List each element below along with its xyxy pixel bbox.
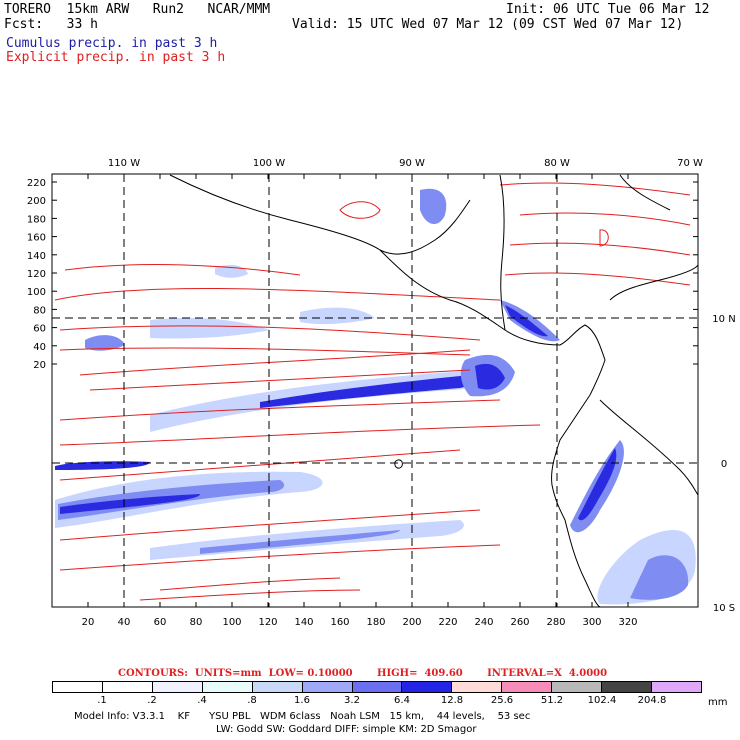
legend-label: .2 xyxy=(147,695,157,706)
legend-swatch xyxy=(252,682,303,692)
x-axis-label: 200 xyxy=(402,617,421,628)
legend-swatch xyxy=(302,682,353,692)
legend-label: 6.4 xyxy=(394,695,410,706)
legend-label: .1 xyxy=(97,695,107,706)
latlon-grid xyxy=(52,174,698,607)
legend-swatch xyxy=(452,682,503,692)
x-axis-label: 40 xyxy=(118,617,131,628)
legend-label: 51.2 xyxy=(540,695,564,706)
longitude-label: 100 W xyxy=(253,158,285,169)
y-axis-label: 120 xyxy=(27,269,46,280)
legend-swatch xyxy=(552,682,603,692)
x-axis-label: 320 xyxy=(618,617,637,628)
y-axis-label: 220 xyxy=(27,178,46,189)
x-axis-label: 240 xyxy=(474,617,493,628)
legend-swatch xyxy=(202,682,253,692)
forecast-hour: Fcst: 33 h xyxy=(4,17,98,32)
legend-swatch xyxy=(53,682,103,692)
legend-units: mm xyxy=(708,697,728,708)
y-axis-label: 180 xyxy=(27,214,46,225)
color-legend xyxy=(52,681,702,693)
y-axis-label: 60 xyxy=(33,324,46,335)
legend-label: 12.8 xyxy=(440,695,464,706)
legend-label: 25.6 xyxy=(490,695,514,706)
latitude-label: 0 xyxy=(721,459,727,470)
x-axis-label: 260 xyxy=(510,617,529,628)
x-axis-label: 300 xyxy=(582,617,601,628)
legend-label: .4 xyxy=(197,695,207,706)
latitude-label: 10 S xyxy=(713,603,735,614)
legend-swatch xyxy=(102,682,153,692)
legend-swatch xyxy=(152,682,203,692)
legend-label: 204.8 xyxy=(637,695,667,706)
latitude-label: 10 N xyxy=(712,314,735,325)
longitude-label: 80 W xyxy=(544,158,570,169)
y-axis-label: 100 xyxy=(27,287,46,298)
x-axis-label: 60 xyxy=(154,617,167,628)
legend-label: .8 xyxy=(247,695,257,706)
explicit-label: Explicit precip. in past 3 h xyxy=(6,50,226,65)
model-info-physics: LW: Godd SW: Goddard DIFF: simple KM: 2D… xyxy=(216,724,477,735)
legend-label: 102.4 xyxy=(587,695,617,706)
y-axis-label: 160 xyxy=(27,233,46,244)
model-info: Model Info: V3.3.1 KF YSU PBL WDM 6class… xyxy=(74,711,531,722)
x-axis-label: 120 xyxy=(258,617,277,628)
y-axis-label: 20 xyxy=(33,360,46,371)
x-axis-label: 220 xyxy=(438,617,457,628)
cumulus-label: Cumulus precip. in past 3 h xyxy=(6,36,218,51)
y-axis-label: 140 xyxy=(27,251,46,262)
x-axis-label: 100 xyxy=(222,617,241,628)
legend-swatch xyxy=(352,682,403,692)
x-axis-label: 80 xyxy=(190,617,203,628)
x-axis-label: 180 xyxy=(366,617,385,628)
map-border xyxy=(51,173,699,608)
legend-swatch xyxy=(602,682,653,692)
precip-map: 220 200 180 160 140 120 100 80 60 40 20 20 40 60 80 100… xyxy=(27,158,736,628)
precip-shading xyxy=(55,188,696,605)
init-time: Init: 06 UTC Tue 06 Mar 12 xyxy=(506,2,710,17)
y-axis-label: 40 xyxy=(33,342,46,353)
x-axis-label: 140 xyxy=(294,617,313,628)
legend-label: 3.2 xyxy=(344,695,360,706)
contour-info: CONTOURS: UNITS=mm LOW= 0.10000 HIGH= 40… xyxy=(118,668,608,679)
x-axis-label: 280 xyxy=(546,617,565,628)
valid-time: Valid: 15 UTC Wed 07 Mar 12 (09 CST Wed … xyxy=(292,17,684,32)
legend-swatch xyxy=(502,682,553,692)
longitude-label: 70 W xyxy=(677,158,703,169)
longitude-label: 90 W xyxy=(399,158,425,169)
legend-swatch xyxy=(652,682,701,692)
x-axis-label: 20 xyxy=(82,617,95,628)
y-axis-label: 80 xyxy=(33,305,46,316)
legend-label: 1.6 xyxy=(294,695,310,706)
coastline xyxy=(169,174,698,607)
longitude-label: 110 W xyxy=(108,158,140,169)
x-axis-label: 160 xyxy=(330,617,349,628)
model-title: TORERO 15km ARW Run2 NCAR/MMM xyxy=(4,2,271,17)
y-axis-label: 200 xyxy=(27,196,46,207)
legend-swatch xyxy=(402,682,453,692)
